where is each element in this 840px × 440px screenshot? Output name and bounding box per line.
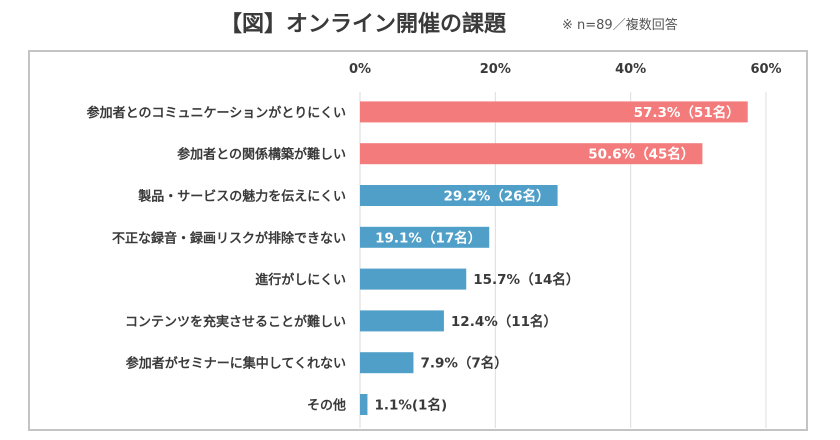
category-label: 進行がしにくい	[255, 272, 346, 288]
category-label: コンテンツを充実させることが難しい	[125, 314, 346, 330]
data-labels: 57.3%（51名） 50.6%（45名） 29.2%（26名） 19.1%（17名）…	[374, 104, 739, 414]
bar	[360, 310, 444, 332]
bar	[360, 226, 490, 248]
category-label: 不正な録音・録画リスクが排除できない	[112, 230, 346, 246]
category-label: 参加者との関係構築が難しい	[177, 147, 346, 163]
data-label: 29.2%（26名）	[443, 188, 549, 205]
category-labels: 参加者とのコミュニケーションがとりにくい参加者との関係構築が難しい製品・サービス…	[87, 105, 346, 414]
bar	[360, 268, 467, 290]
gridlines	[359, 92, 767, 428]
category-label: 製品・サービスの魅力を伝えにくい	[137, 189, 346, 205]
bar	[360, 185, 558, 206]
bar	[360, 352, 414, 374]
data-label: 50.6%（45名）	[588, 146, 694, 163]
data-label: 7.9%（7名）	[420, 355, 507, 372]
sample-note: ※ n=89／複数回答	[562, 18, 678, 33]
x-axis-ticks: 0% 20% 40% 60%	[349, 62, 782, 77]
x-tick-label: 0%	[349, 62, 371, 77]
chart-title: 【図】オンライン開催の課題	[220, 12, 507, 37]
bar	[360, 101, 748, 123]
x-tick-label: 20%	[480, 62, 511, 77]
bars	[360, 101, 748, 415]
data-label: 1.1%(1名)	[374, 397, 447, 414]
data-label: 57.3%（51名）	[634, 104, 740, 121]
bar	[360, 143, 703, 165]
x-tick-label: 60%	[750, 62, 781, 77]
bar	[360, 394, 368, 415]
data-label: 12.4%（11名）	[451, 313, 557, 330]
data-label: 19.1%（17名）	[375, 229, 481, 246]
category-label: 参加者がセミナーに集中してくれない	[126, 356, 346, 372]
x-tick-label: 40%	[615, 62, 646, 77]
category-label: 参加者とのコミュニケーションがとりにくい	[87, 105, 346, 121]
category-label: その他	[307, 398, 346, 414]
chart-frame	[28, 50, 808, 431]
data-label: 15.7%（14名）	[473, 271, 579, 288]
